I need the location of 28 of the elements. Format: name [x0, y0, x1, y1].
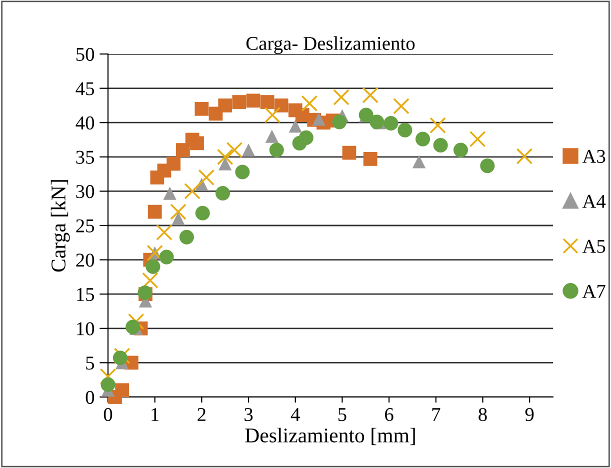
y-tick-label: 30	[76, 185, 94, 198]
y-tick-label: 45	[76, 82, 94, 96]
x-tick-label: 5	[338, 408, 346, 422]
y-tick-label: 35	[76, 150, 94, 164]
legend-label: A7	[582, 284, 606, 298]
legend-label: A5	[582, 240, 606, 253]
x-axis-title: Deslizamiento [mm]	[245, 428, 415, 446]
legend-label: A3	[582, 150, 606, 163]
x-tick-label: 8	[478, 408, 487, 422]
y-tick-label: 25	[76, 219, 94, 232]
x-tick-label: 9	[525, 408, 534, 422]
x-tick-label: 1	[152, 408, 159, 421]
y-tick-label: 10	[77, 322, 94, 336]
x-tick-label: 2	[198, 408, 206, 421]
y-tick-label: 5	[86, 356, 94, 370]
x-tick-label: 6	[385, 408, 394, 422]
chart-title: Carga- Deslizamiento	[246, 36, 415, 54]
legend-label: A4	[582, 194, 606, 208]
y-tick-label: 0	[86, 390, 94, 404]
y-tick-label: 40	[76, 116, 94, 130]
y-tick-label: 20	[76, 254, 94, 267]
x-tick-label: 7	[432, 408, 440, 421]
y-axis-title: Carga [kN]	[50, 180, 70, 272]
x-tick-label: 0	[104, 408, 112, 422]
x-tick-label: 3	[244, 408, 253, 422]
y-tick-label: 50	[76, 48, 94, 61]
y-tick-label: 15	[77, 288, 94, 302]
x-tick-label: 4	[290, 408, 300, 421]
